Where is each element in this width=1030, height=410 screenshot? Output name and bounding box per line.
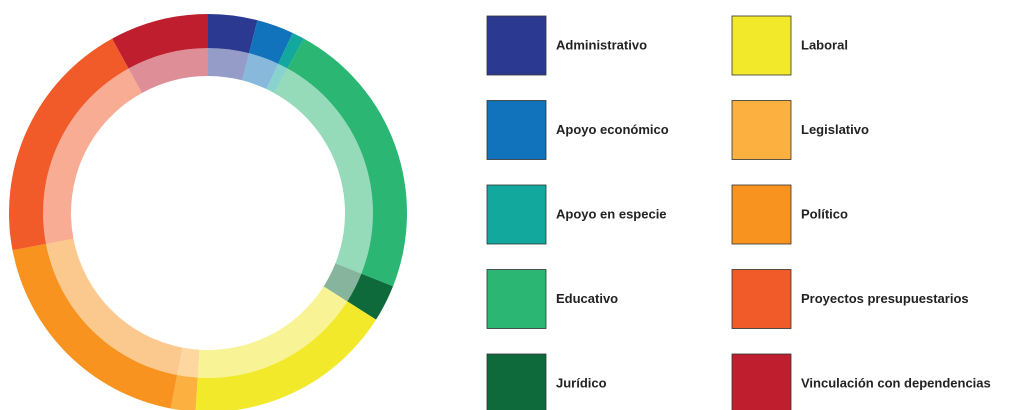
inner-segment: [128, 47, 208, 93]
outer-segment: [112, 14, 208, 69]
legend-label: Apoyo en especie: [556, 206, 667, 221]
legend-swatch: [486, 184, 547, 245]
legend-label: Legislativo: [801, 122, 869, 137]
legend-swatch: [731, 100, 792, 160]
outer-segment: [287, 38, 407, 287]
inner-segment: [197, 286, 349, 379]
legend-label: Laboral: [801, 37, 848, 52]
inner-segment: [41, 67, 142, 245]
outer-segment: [249, 20, 293, 64]
legend-label: Educativo: [556, 291, 618, 306]
legend-label: Jurídico: [556, 375, 607, 390]
legend-swatch: [731, 269, 792, 329]
outer-segment: [170, 375, 198, 410]
outer-segment: [195, 301, 377, 410]
legend-label: Vinculación con dependencias: [801, 375, 991, 390]
outer-segment: [8, 38, 129, 251]
inner-segment: [44, 238, 183, 377]
legend-swatch: [486, 269, 547, 329]
legend-label: Apoyo económico: [556, 122, 669, 137]
legend-swatch: [486, 100, 547, 160]
inner-segment: [208, 47, 250, 81]
inner-segment: [266, 62, 288, 93]
legend-swatch: [486, 353, 547, 410]
legend-swatch: [731, 15, 792, 76]
outer-segment: [278, 32, 304, 69]
inner-segment: [274, 67, 374, 275]
legend-swatch: [731, 353, 792, 410]
inner-segment: [242, 52, 279, 90]
outer-segment: [12, 243, 178, 409]
outer-segment: [347, 273, 394, 320]
inner-segment: [323, 263, 363, 302]
legend-swatch: [731, 184, 792, 245]
outer-segment: [208, 14, 258, 54]
legend-label: Político: [801, 206, 848, 221]
legend-label: Administrativo: [556, 37, 647, 52]
inner-segment: [176, 347, 200, 379]
legend-swatch: [486, 15, 547, 76]
legend-label: Proyectos presupuestarios: [801, 291, 969, 306]
